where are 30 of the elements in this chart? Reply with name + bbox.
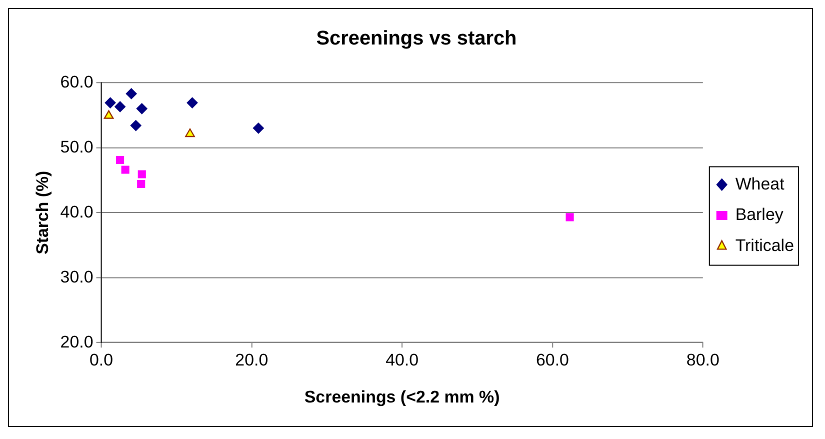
y-tick-label: 60.0 (60, 72, 94, 92)
x-tick-label: 40.0 (386, 350, 419, 370)
point (136, 103, 148, 114)
y-tick-label: 30.0 (60, 267, 94, 286)
point (104, 110, 114, 119)
x-tick-label: 20.0 (235, 350, 268, 370)
y-axis-title: Starch (%) (32, 170, 52, 254)
y-tick-label: 50.0 (60, 137, 94, 156)
point (138, 170, 146, 178)
point (126, 88, 137, 100)
point (185, 128, 195, 138)
point (121, 166, 130, 174)
point (186, 97, 198, 108)
point (137, 180, 146, 188)
point (104, 97, 116, 108)
chart-title: Screenings vs starch (316, 27, 517, 50)
legend-label: Wheat (735, 174, 785, 194)
point (252, 122, 264, 134)
point (114, 101, 126, 112)
legend-label: Barley (735, 205, 784, 224)
x-axis-title: Screenings (<2.2 mm %) (304, 388, 500, 407)
legend-label: Triticale (735, 236, 794, 256)
x-tick-label: 80.0 (686, 350, 720, 370)
point (566, 213, 574, 222)
point (130, 120, 142, 132)
x-tick-label: 0.0 (89, 350, 114, 370)
point (116, 156, 124, 164)
x-tick-label: 60.0 (536, 350, 569, 370)
y-tick-label: 20.0 (60, 332, 94, 352)
y-tick-label: 40.0 (60, 202, 94, 222)
